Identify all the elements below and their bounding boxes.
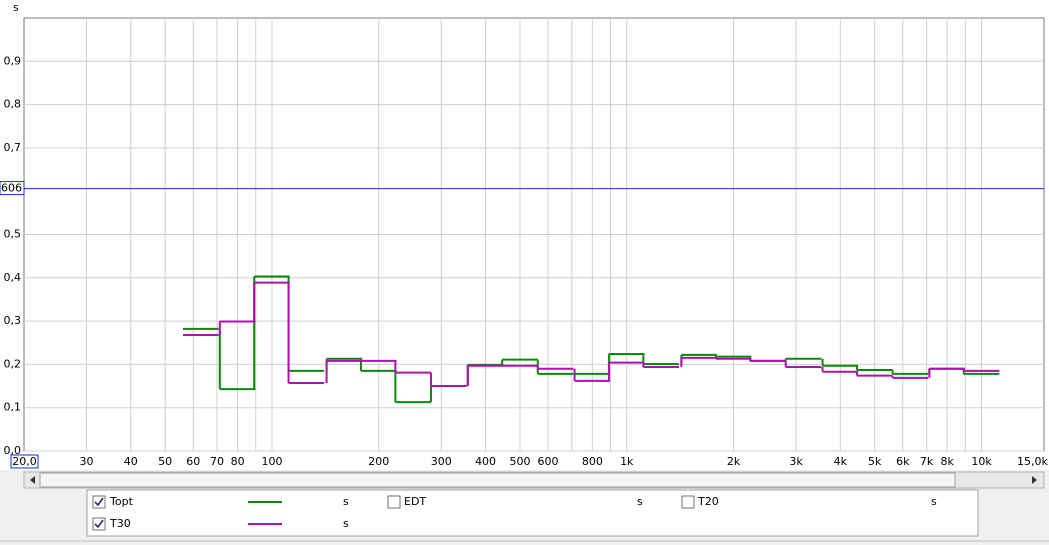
x-start-box	[10, 454, 39, 469]
x-tick-label: 30	[79, 455, 93, 468]
scroll-left[interactable]	[30, 476, 35, 484]
x-tick-label: 500	[509, 455, 530, 468]
cursor-box	[0, 181, 25, 196]
y-tick-label: 0,8	[4, 98, 22, 111]
x-tick-label: 60	[186, 455, 200, 468]
x-tick-label: 70	[210, 455, 224, 468]
x-tick-label: 6k	[896, 455, 910, 468]
x-tick-label: 3k	[789, 455, 803, 468]
checkbox[interactable]	[92, 517, 106, 531]
y-unit: s	[13, 1, 19, 14]
y-tick-label: 0,4	[4, 271, 22, 284]
x-tick-label: 40	[124, 455, 138, 468]
x-tick-label: 8k	[940, 455, 954, 468]
y-tick-label: 0,1	[4, 401, 22, 414]
y-tick-label: 0,9	[4, 54, 22, 67]
legend	[86, 489, 979, 537]
checkbox[interactable]	[92, 495, 106, 509]
checkbox[interactable]	[387, 495, 401, 509]
checkmark	[94, 519, 104, 529]
legend-label[interactable]: T20	[697, 495, 719, 508]
x-tick-label: 80	[231, 455, 245, 468]
y-tick-label: 0,7	[4, 141, 22, 154]
checkmark	[94, 497, 104, 507]
x-tick-label: 4k	[834, 455, 848, 468]
cursor-label: ,606	[0, 182, 22, 195]
scroll-right[interactable]	[1032, 476, 1037, 484]
legend-label[interactable]: EDT	[404, 495, 426, 508]
y-tick-label: 0,3	[4, 314, 22, 327]
y-tick-label: 0,5	[4, 228, 22, 241]
checkbox[interactable]	[681, 495, 695, 509]
legend-label[interactable]: Topt	[109, 495, 134, 508]
legend-unit: s	[343, 517, 349, 530]
x-tick-label: 50	[158, 455, 172, 468]
x-tick-label: 100	[261, 455, 282, 468]
y-tick-label: 0,0	[4, 444, 22, 457]
x-tick-label: 400	[475, 455, 496, 468]
legend-label[interactable]: T30	[109, 517, 131, 530]
y-tick-label: 0,2	[4, 357, 22, 370]
legend-unit: s	[343, 495, 349, 508]
x-tick-label: 10k	[971, 455, 992, 468]
x-tick-label: 600	[538, 455, 559, 468]
legend-unit: s	[931, 495, 937, 508]
x-tick-label: 7k	[920, 455, 934, 468]
scroll-thumb[interactable]	[39, 472, 956, 488]
x-tick-label: 1k	[620, 455, 634, 468]
x-tick-label: 200	[368, 455, 389, 468]
x-tick-label: 800	[582, 455, 603, 468]
x-tick-label: 20,0	[12, 455, 37, 468]
x-tick-label: 2k	[727, 455, 741, 468]
x-tick-label: 5k	[868, 455, 882, 468]
legend-unit: s	[637, 495, 643, 508]
x-tick-label: 15,0k Hz	[1017, 455, 1049, 468]
x-tick-label: 300	[431, 455, 452, 468]
